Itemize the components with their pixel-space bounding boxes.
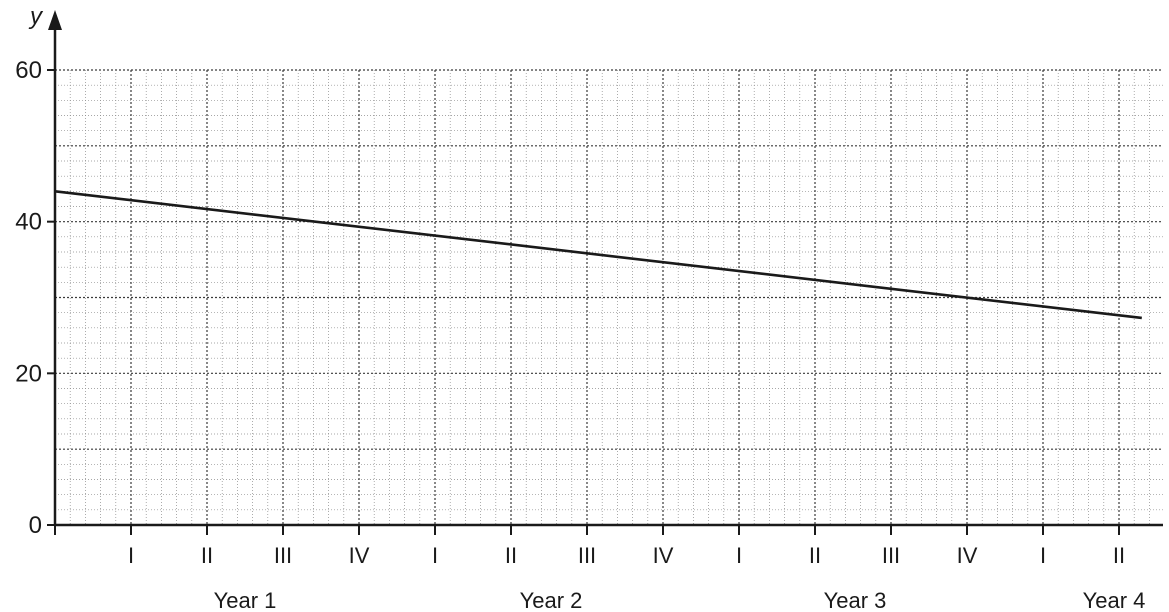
x-tick-label: II bbox=[505, 543, 517, 568]
x-tick-label: I bbox=[736, 543, 742, 568]
y-tick-label: 60 bbox=[15, 57, 42, 84]
chart-grid bbox=[55, 70, 1163, 525]
chart-axes bbox=[47, 10, 1163, 535]
series-line bbox=[55, 191, 1142, 318]
x-tick-label: II bbox=[1113, 543, 1125, 568]
x-tick-label: III bbox=[882, 543, 900, 568]
y-tick-label: 20 bbox=[15, 360, 42, 387]
y-axis-label: y bbox=[28, 3, 44, 30]
x-tick-label: IV bbox=[349, 543, 370, 568]
x-tick-label: II bbox=[201, 543, 213, 568]
year-label: Year 3 bbox=[824, 588, 887, 612]
year-label: Year 4 bbox=[1083, 588, 1146, 612]
year-label: Year 2 bbox=[520, 588, 583, 612]
x-tick-label: I bbox=[432, 543, 438, 568]
x-tick-label: III bbox=[274, 543, 292, 568]
x-tick-label: IV bbox=[653, 543, 674, 568]
data-series bbox=[55, 191, 1142, 318]
x-tick-label: I bbox=[128, 543, 134, 568]
year-label: Year 1 bbox=[214, 588, 277, 612]
x-tick-label: IV bbox=[957, 543, 978, 568]
x-tick-label: II bbox=[809, 543, 821, 568]
x-tick-label: I bbox=[1040, 543, 1046, 568]
y-tick-label: 40 bbox=[15, 209, 42, 236]
y-tick-label: 0 bbox=[29, 512, 42, 539]
x-tick-label: III bbox=[578, 543, 596, 568]
y-axis-arrow bbox=[48, 10, 62, 30]
